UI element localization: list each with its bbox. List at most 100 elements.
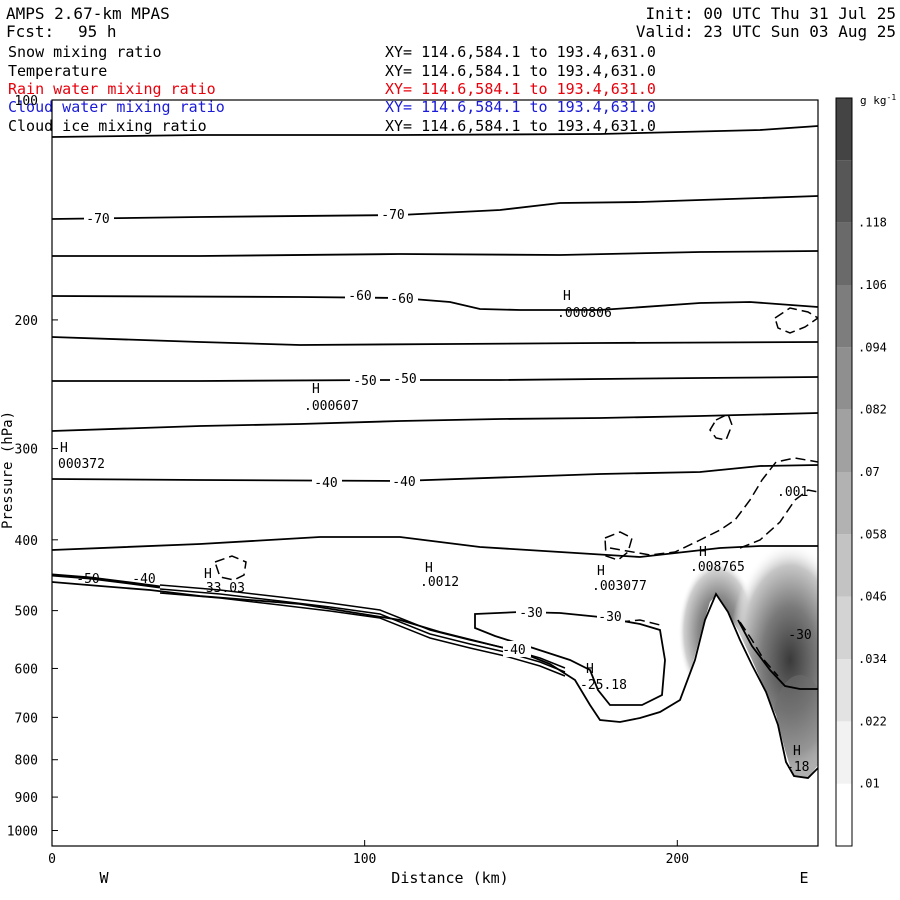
isotherm-label-minus60-a: -60 [348, 289, 371, 304]
forecast-label: Fcst: [6, 22, 55, 41]
isotherm-500 [52, 412, 818, 432]
ice-contour-7 [619, 619, 661, 626]
marker-value-6: .003077 [592, 579, 647, 594]
colorbar-level-label: .01 [858, 777, 880, 791]
isotherm-labels: -70 -70 -60 -60 -50 -50 -40 -40 -30 -30 … [76, 206, 812, 658]
colorbar-unit: g kg-1 [860, 93, 896, 107]
x-tick-label: 200 [666, 852, 689, 867]
marker-h-7: H [699, 545, 707, 560]
isotherm-minus30-lower [737, 619, 818, 690]
ice-contour-5 [739, 489, 818, 549]
colorbar: .01 .022 .034 .046 .058 .07 .082 .094 .106 .118 [835, 97, 887, 847]
colorbar-level-label: .118 [858, 216, 887, 230]
colorbar-unit-exponent: -1 [887, 93, 897, 102]
marker-value-7: .008765 [690, 560, 745, 575]
x-ticks: 0 100 200 [48, 840, 689, 867]
field-xy-temperature: XY= 114.6,584.1 to 193.4,631.0 [385, 62, 656, 80]
isotherm-minus30 [52, 536, 818, 558]
isotherm-label-minus40-c: -40 [502, 643, 525, 658]
isotherm-minus40 [52, 464, 818, 482]
marker-h-8: H [586, 662, 594, 677]
colorbar-level-label: .034 [858, 652, 887, 666]
colorbar-swatch [836, 409, 852, 472]
x-tick-label: 100 [353, 852, 376, 867]
colorbar-swatch [836, 659, 852, 722]
colorbar-level-label: .094 [858, 340, 887, 354]
model-title: AMPS 2.67-km MPAS [6, 4, 170, 23]
cloud-ice-contours [214, 307, 818, 677]
ice-contour-3 [604, 531, 633, 561]
y-ticks: 100 200 300 400 500 600 700 800 900 1000 [7, 94, 58, 840]
field-xy-snow: XY= 114.6,584.1 to 193.4,631.0 [385, 43, 656, 61]
x-axis-title: Distance (km) [391, 869, 508, 887]
isotherm-300 [52, 250, 818, 257]
isotherm-label-minus30-c: -30 [788, 628, 811, 643]
isotherm-label-minus70-b: -70 [381, 208, 404, 223]
marker-h-3: H [563, 289, 571, 304]
field-label-rain: Rain water mixing ratio [8, 80, 216, 98]
isotherm-minus70 [52, 195, 818, 220]
isotherm-label-minus40-a: -40 [314, 476, 337, 491]
terrain-mask [52, 572, 818, 846]
marker-h-6: H [597, 564, 605, 579]
extrema-markers: H 000372 H .000607 H .000806 H -33.03 H … [58, 289, 809, 775]
marker-value-9: -18 [786, 760, 809, 775]
isotherm-upper [52, 125, 818, 138]
colorbar-swatch [836, 721, 852, 784]
field-label-cloud-ice: Cloud ice mixing ratio [8, 117, 207, 135]
isotherm-label-minus50-a: -50 [353, 374, 376, 389]
colorbar-level-label: .058 [858, 527, 887, 541]
forecast-hour: 95 h [78, 22, 117, 41]
marker-h-9: H [793, 744, 801, 759]
isotherm-label-minus50-b: -50 [393, 372, 416, 387]
marker-value-1: 000372 [58, 457, 105, 472]
terrain-band-1 [52, 573, 161, 589]
marker-h-5: H [425, 561, 433, 576]
y-tick-label: 300 [15, 443, 38, 458]
colorbar-swatch [836, 98, 852, 161]
marker-h-1: H [60, 441, 68, 456]
y-tick-label: 400 [15, 534, 38, 549]
field-label-cloud-water: Cloud water mixing ratio [8, 98, 225, 116]
marker-value-3: .000806 [557, 306, 612, 321]
colorbar-level-label: .07 [858, 465, 880, 479]
isotherm-label-minus40-b: -40 [392, 475, 415, 490]
colorbar-swatch [836, 347, 852, 410]
isotherm-label-minus30-a: -30 [519, 606, 542, 621]
marker-value-10: .001 [777, 485, 808, 500]
y-tick-label: 700 [15, 711, 38, 726]
colorbar-level-label: .082 [858, 403, 887, 417]
isotherm-400 [52, 336, 818, 346]
isotherm-label-minus40-d: -40 [132, 572, 155, 587]
x-tick-label: 0 [48, 852, 56, 867]
ice-contour-1 [774, 307, 818, 334]
colorbar-swatch [836, 222, 852, 285]
endpoint-east: E [799, 869, 808, 887]
terrain-band-4 [159, 592, 566, 677]
marker-h-2: H [312, 382, 320, 397]
marker-value-8: -25.18 [580, 678, 627, 693]
y-tick-label: 100 [15, 94, 38, 109]
field-xy-rain: XY= 114.6,584.1 to 193.4,631.0 [385, 80, 656, 98]
colorbar-swatch [836, 285, 852, 348]
y-axis-title: Pressure (hPa) [0, 411, 16, 529]
marker-value-4: -33.03 [198, 581, 245, 596]
field-label-temperature: Temperature [8, 62, 108, 80]
colorbar-swatch [836, 534, 852, 597]
colorbar-level-label: .106 [858, 278, 887, 292]
y-tick-label: 600 [15, 662, 38, 677]
plot-frame [51, 99, 819, 847]
isotherm-label-minus60-b: -60 [390, 292, 413, 307]
field-label-snow: Snow mixing ratio [8, 43, 162, 61]
ice-contour-2 [709, 412, 733, 441]
colorbar-level-label: .046 [858, 590, 887, 604]
ice-contour-8 [739, 621, 779, 677]
field-xy-cloud-water: XY= 114.6,584.1 to 193.4,631.0 [385, 98, 656, 116]
y-tick-label: 500 [15, 605, 38, 620]
valid-time: Valid: 23 UTC Sun 03 Aug 25 [635, 22, 896, 41]
field-xy-cloud-ice: XY= 114.6,584.1 to 193.4,631.0 [385, 117, 656, 135]
isotherm-minus50 [52, 376, 818, 382]
isotherm-label-minus70-a: -70 [86, 212, 109, 227]
colorbar-unit-text: g kg [860, 94, 887, 107]
y-tick-label: 1000 [7, 825, 38, 840]
